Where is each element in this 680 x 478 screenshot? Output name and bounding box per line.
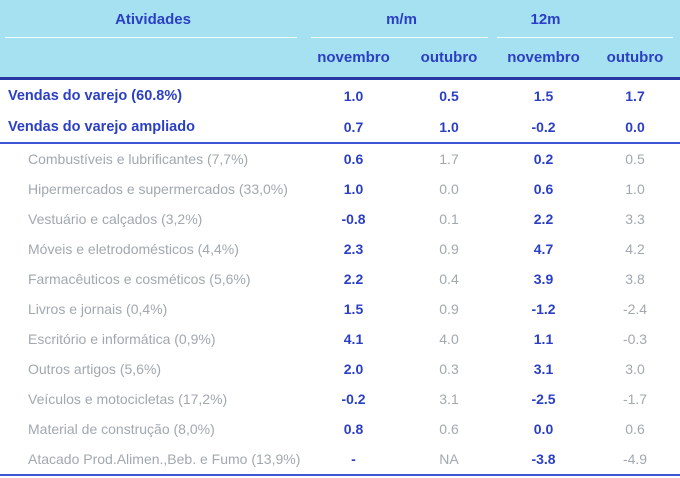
table-row: Vendas do varejo (60.8%) 1.0 0.5 1.5 1.7 [0, 80, 680, 111]
value-cell: 0.5 [625, 151, 645, 167]
row-label: Outros artigos (5,6%) [28, 361, 162, 377]
value-cell: 3.1 [439, 391, 459, 407]
value-cell: 0.3 [439, 361, 459, 377]
value-cell: 1.1 [533, 331, 554, 347]
table-row: Móveis e eletrodomésticos (4,4%) 2.3 0.9 4.… [0, 234, 680, 264]
value-cell: 1.0 [625, 181, 645, 197]
value-cell: 1.0 [343, 87, 364, 104]
table-row: Escritório e informática (0,9%) 4.1 4.0 1.1… [0, 324, 680, 354]
value-cell: 3.8 [625, 271, 645, 287]
row-label: Hipermercados e supermercados (33,0%) [28, 181, 288, 197]
value-cell: 0.0 [439, 181, 459, 197]
value-cell: 3.0 [625, 361, 645, 377]
row-label: Vestuário e calçados (3,2%) [28, 211, 203, 227]
header-group-12m-label: 12m [530, 10, 561, 28]
value-cell: -2.5 [531, 391, 556, 407]
header-col-mm-outubro: outubro [420, 49, 478, 66]
value-cell: -4.9 [622, 451, 648, 467]
value-cell: 0.0 [533, 421, 554, 437]
value-cell: 3.3 [625, 211, 645, 227]
value-cell: 3.9 [533, 271, 554, 287]
value-cell: -1.7 [622, 391, 648, 407]
value-cell: 3.1 [533, 361, 554, 377]
table-row: Farmacêuticos e cosméticos (5,6%) 2.2 0.4 3… [0, 264, 680, 294]
value-cell: 2.3 [343, 241, 364, 257]
table-row: Veículos e motocicletas (17,2%) -0.2 3.1 -2… [0, 384, 680, 414]
table-header: Atividades m/m 12m novembro outubro nove… [0, 0, 680, 80]
bottom-rule [0, 474, 680, 476]
header-activities-label: Atividades [115, 10, 191, 28]
value-cell: 0.6 [625, 421, 645, 437]
value-cell: -0.2 [531, 118, 556, 135]
value-cell: 0.2 [533, 151, 554, 167]
table-row: Hipermercados e supermercados (33,0%) 1.0… [0, 174, 680, 204]
header-group-12m: 12m [497, 0, 680, 38]
header-col-12m-outubro: outubro [606, 49, 664, 66]
value-cell: 0.7 [343, 118, 364, 135]
table-row: Vendas do varejo ampliado 0.7 1.0 -0.2 0.0 [0, 111, 680, 142]
row-label: Farmacêuticos e cosméticos (5,6%) [28, 271, 251, 287]
value-cell: 0.1 [439, 211, 459, 227]
row-label: Material de construção (8,0%) [28, 421, 215, 437]
row-label: Móveis e eletrodomésticos (4,4%) [28, 241, 239, 257]
header-col-12m-novembro: novembro [507, 49, 580, 66]
value-cell: 4.1 [343, 331, 364, 347]
detail-rows: Combustíveis e lubrificantes (7,7%) 0.6 1.… [0, 144, 680, 474]
value-cell: - [351, 451, 356, 467]
row-label: Livros e jornais (0,4%) [28, 301, 168, 317]
summary-divider-rule [0, 142, 680, 144]
row-label: Vendas do varejo ampliado [8, 118, 195, 135]
row-label: Atacado Prod.Alimen.,Beb. e Fumo (13,9%) [28, 451, 301, 467]
value-cell: 2.2 [343, 271, 364, 287]
header-group-mm: m/m [306, 0, 497, 38]
row-label: Vendas do varejo (60.8%) [8, 87, 183, 104]
summary-rows: Vendas do varejo (60.8%) 1.0 0.5 1.5 1.7 Vend… [0, 80, 680, 142]
value-cell: NA [439, 451, 459, 467]
value-cell: 1.7 [439, 151, 459, 167]
value-cell: -0.3 [622, 331, 648, 347]
value-cell: 0.8 [343, 421, 364, 437]
value-cell: 0.0 [625, 118, 645, 135]
header-group-row: Atividades m/m 12m [0, 0, 680, 38]
header-activities: Atividades [0, 0, 306, 38]
value-cell: -0.2 [341, 391, 366, 407]
value-cell: 4.2 [625, 241, 645, 257]
row-label: Escritório e informática (0,9%) [28, 331, 216, 347]
header-col-mm-novembro: novembro [317, 49, 390, 66]
value-cell: 0.9 [439, 241, 459, 257]
table-row: Material de construção (8,0%) 0.8 0.6 0.0 0.… [0, 414, 680, 444]
table-row: Combustíveis e lubrificantes (7,7%) 0.6 1.… [0, 144, 680, 174]
value-cell: 4.0 [439, 331, 459, 347]
value-cell: -3.8 [531, 451, 556, 467]
value-cell: 0.5 [439, 87, 459, 104]
value-cell: 0.6 [439, 421, 459, 437]
value-cell: 0.9 [439, 301, 459, 317]
value-cell: 0.4 [439, 271, 459, 287]
table-row: Vestuário e calçados (3,2%) -0.8 0.1 2.2 3.3 [0, 204, 680, 234]
value-cell: 2.2 [533, 211, 554, 227]
row-label: Combustíveis e lubrificantes (7,7%) [28, 151, 249, 167]
header-month-row: novembro outubro novembro outubro [0, 38, 680, 77]
value-cell: -0.8 [341, 211, 366, 227]
table-row: Atacado Prod.Alimen.,Beb. e Fumo (13,9%)… [0, 444, 680, 474]
value-cell: 2.0 [343, 361, 364, 377]
value-cell: 0.6 [533, 181, 554, 197]
header-group-mm-label: m/m [386, 10, 417, 28]
row-label: Veículos e motocicletas (17,2%) [28, 391, 228, 407]
table-row: Outros artigos (5,6%) 2.0 0.3 3.1 3.0 [0, 354, 680, 384]
value-cell: 1.0 [439, 118, 459, 135]
table-body: Vendas do varejo (60.8%) 1.0 0.5 1.5 1.7 Vend… [0, 80, 680, 476]
value-cell: 4.7 [533, 241, 554, 257]
table-row: Livros e jornais (0,4%) 1.5 0.9 -1.2 -2.4 [0, 294, 680, 324]
value-cell: 1.5 [533, 87, 554, 104]
value-cell: 0.6 [343, 151, 364, 167]
value-cell: 1.5 [343, 301, 364, 317]
value-cell: 1.7 [625, 87, 645, 104]
value-cell: -2.4 [622, 301, 648, 317]
value-cell: -1.2 [531, 301, 556, 317]
value-cell: 1.0 [343, 181, 364, 197]
